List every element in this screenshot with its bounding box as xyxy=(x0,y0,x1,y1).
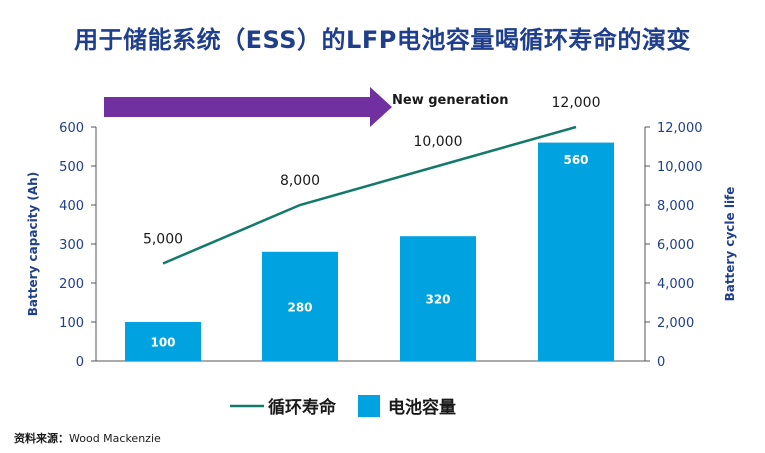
y-right-tick-label: 0 xyxy=(657,355,665,370)
legend-label-cycle-life: 循环寿命 xyxy=(268,397,337,418)
y-right-tick-label: 2,000 xyxy=(657,316,694,331)
y-left-tick-label: 600 xyxy=(59,121,84,136)
bar xyxy=(262,251,338,361)
y-right-axis-title: Battery cycle life xyxy=(723,187,737,302)
arrow-label: New generation xyxy=(392,93,508,108)
legend-bar-swatch xyxy=(358,395,380,417)
chart-title: 用于储能系统（ESS）的LFP电池容量喝循环寿命的演变 xyxy=(74,26,691,54)
y-left-tick-label: 0 xyxy=(76,355,84,370)
y-left-tick-label: 400 xyxy=(59,199,84,214)
source-label: 资料来源： xyxy=(14,432,69,445)
y-left-axis-title: Battery capacity (Ah) xyxy=(26,172,40,316)
bar-data-label: 560 xyxy=(563,153,588,167)
y-right-tick-label: 6,000 xyxy=(657,238,694,253)
legend: 循环寿命 电池容量 xyxy=(230,395,456,418)
y-right-tick-label: 12,000 xyxy=(657,121,703,136)
legend-label-capacity: 电池容量 xyxy=(388,397,456,418)
line-data-label: 12,000 xyxy=(552,95,601,111)
bar-series: 100 280 320 560 xyxy=(125,142,614,361)
bar-data-label: 100 xyxy=(150,336,175,350)
y-right-tick-label: 4,000 xyxy=(657,277,694,292)
y-left-tick-label: 200 xyxy=(59,277,84,292)
bar xyxy=(538,142,614,361)
line-data-label: 8,000 xyxy=(280,173,320,189)
y-left-tick-label: 100 xyxy=(59,316,84,331)
source-note: 资料来源：Wood Mackenzie xyxy=(14,430,161,446)
source-value: Wood Mackenzie xyxy=(69,432,161,445)
axes: 0 100 200 300 400 500 600 0 2,000 4,000 6,000 8,000… xyxy=(26,121,737,370)
line-data-label: 10,000 xyxy=(414,134,463,150)
y-left-tick-label: 300 xyxy=(59,238,84,253)
line-data-label: 5,000 xyxy=(143,232,183,248)
bar xyxy=(125,322,201,361)
new-generation-arrow: New generation xyxy=(104,87,508,127)
arrow-shape xyxy=(104,87,392,127)
y-right-tick-label: 8,000 xyxy=(657,199,694,214)
bar xyxy=(400,236,476,361)
line-series: 5,000 8,000 10,000 12,000 xyxy=(143,95,601,265)
bar-data-label: 320 xyxy=(425,293,450,307)
cycle-life-line xyxy=(162,125,577,265)
y-left-tick-label: 500 xyxy=(59,160,84,175)
bar-data-label: 280 xyxy=(287,300,312,314)
y-right-tick-label: 10,000 xyxy=(657,160,703,175)
